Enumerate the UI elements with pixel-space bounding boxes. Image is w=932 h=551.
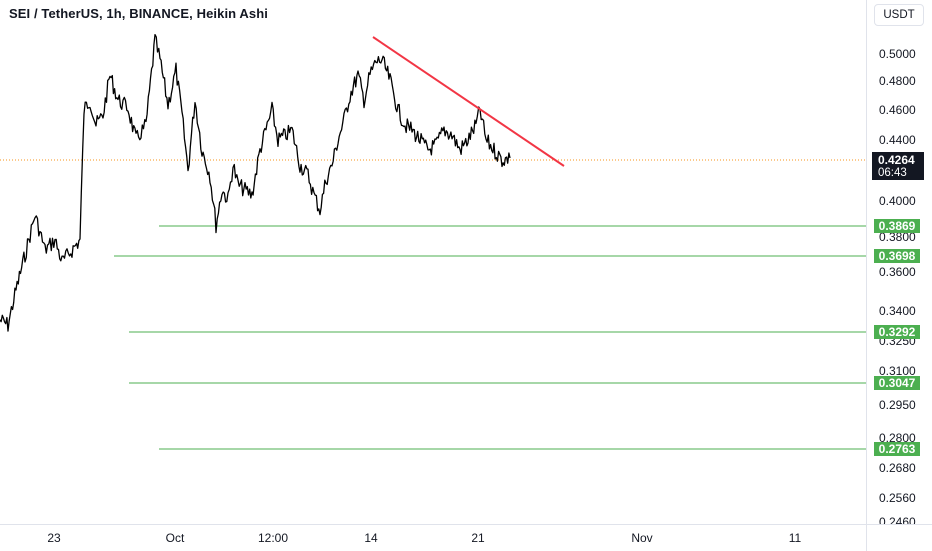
price-tick: 0.2680 (879, 461, 916, 475)
current-price-value: 0.4264 (878, 153, 915, 167)
price-chart[interactable] (0, 0, 866, 524)
chart-area[interactable]: SEI / TetherUS, 1h, BINANCE, Heikin Ashi (0, 0, 866, 524)
price-tick: 0.3600 (879, 265, 916, 279)
current-price-tag: 0.4264 06:43 (872, 152, 924, 180)
time-label: 12:00 (257, 531, 289, 545)
price-tick: 0.4400 (879, 133, 916, 147)
price-tick: 0.3100 (879, 364, 916, 378)
price-tick: 0.2800 (879, 431, 916, 445)
level-price-tag: 0.2763 (874, 442, 920, 456)
price-tick: 0.2950 (879, 398, 916, 412)
price-tick: 0.3400 (879, 304, 916, 318)
currency-button[interactable]: USDT (874, 4, 924, 26)
axis-corner (866, 524, 932, 551)
price-tick: 0.4600 (879, 103, 916, 117)
price-tick: 0.4000 (879, 194, 916, 208)
price-tick: 0.5000 (879, 47, 916, 61)
level-price-tag: 0.3869 (874, 219, 920, 233)
time-label: 23 (47, 531, 61, 545)
price-series (0, 33, 511, 332)
price-tick: 0.2560 (879, 491, 916, 505)
level-price-tag: 0.3292 (874, 325, 920, 339)
time-label: 14 (364, 531, 378, 545)
trendline[interactable] (372, 36, 565, 167)
time-label: Oct (165, 531, 185, 545)
time-axis[interactable]: 23 Oct 12:00 14 21 Nov 11 (0, 524, 866, 551)
level-price-tag: 0.3698 (874, 249, 920, 263)
time-label: Nov (631, 531, 653, 545)
symbol-title: SEI / TetherUS, 1h, BINANCE, Heikin Ashi (9, 6, 268, 21)
time-label: 11 (788, 531, 802, 545)
price-tick: 0.3800 (879, 230, 916, 244)
price-tick: 0.4800 (879, 74, 916, 88)
level-price-tag: 0.3047 (874, 376, 920, 390)
bar-countdown: 06:43 (878, 167, 907, 179)
time-label: 21 (471, 531, 485, 545)
